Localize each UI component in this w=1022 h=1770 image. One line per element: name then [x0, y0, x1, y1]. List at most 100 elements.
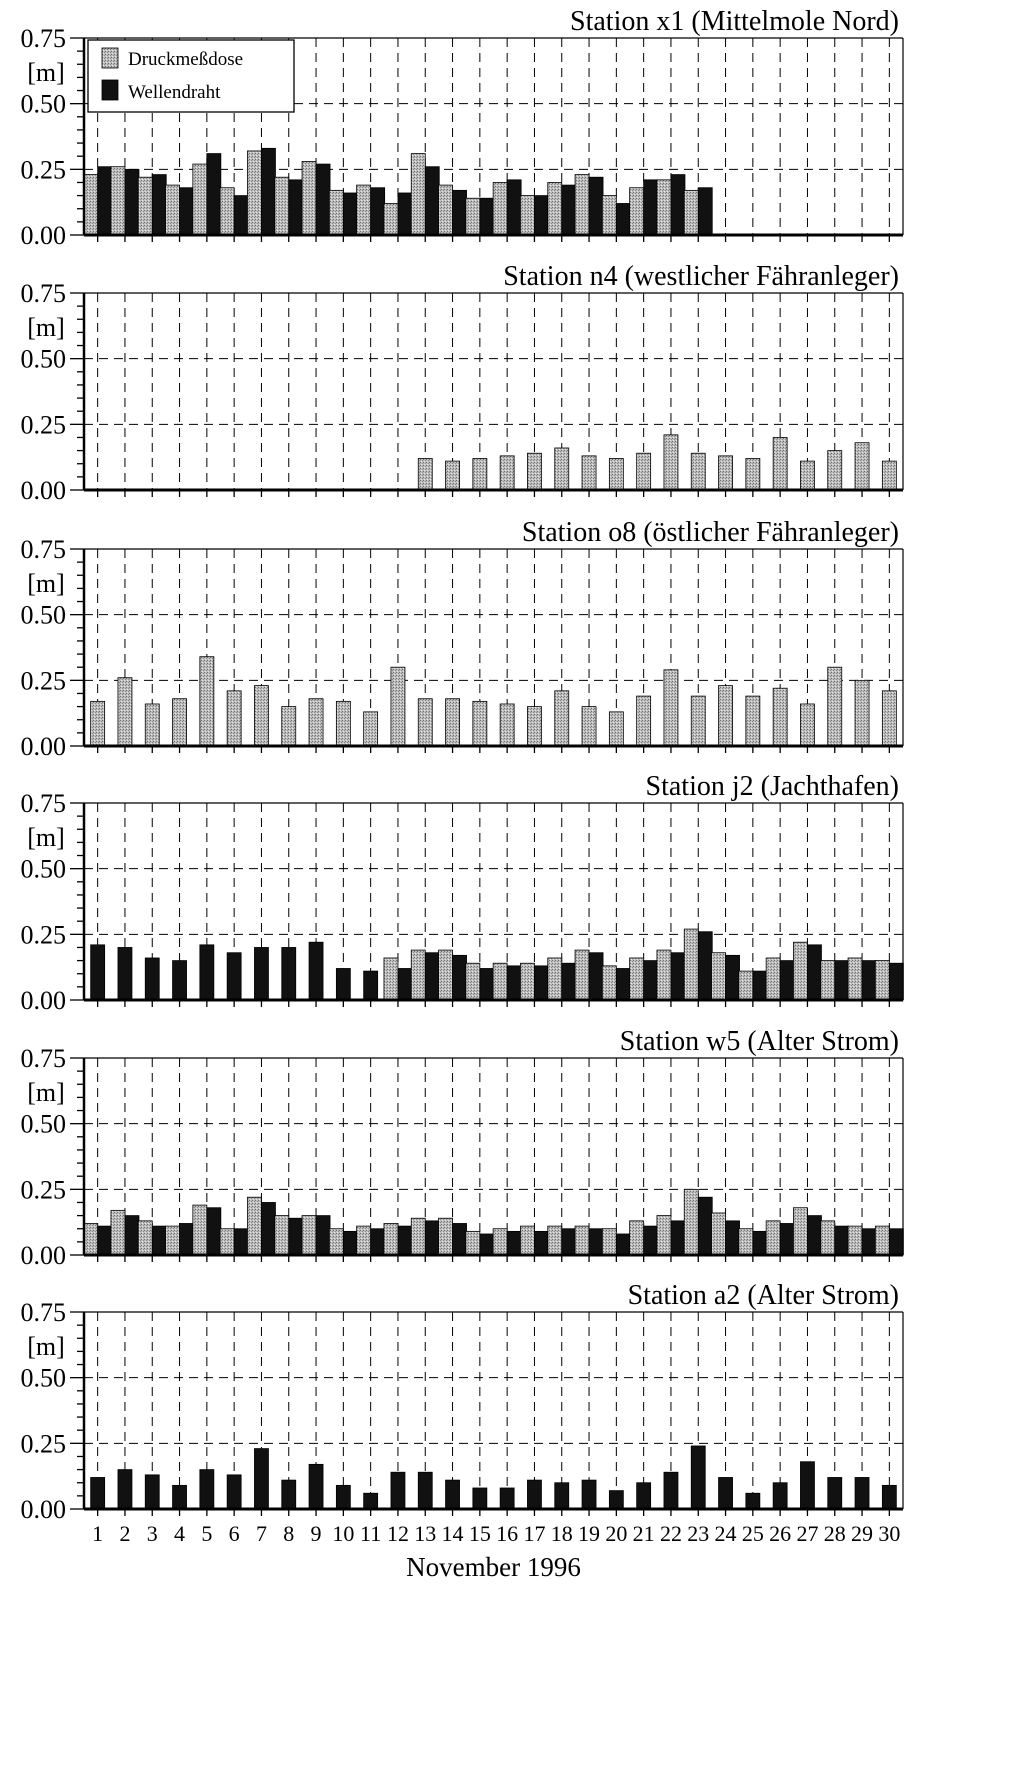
bar-wellendraht — [397, 968, 413, 1001]
x-tick-label: 4 — [174, 1521, 185, 1546]
bar-druckmessdose — [274, 1215, 290, 1256]
bar-wellendraht — [172, 1484, 187, 1510]
bar-wellendraht — [342, 192, 358, 236]
bar-wellendraht — [479, 1233, 495, 1256]
bar-druckmessdose — [656, 179, 672, 236]
x-tick-label: 24 — [715, 1521, 737, 1546]
y-tick-label: 0.50 — [21, 855, 67, 884]
bar-wellendraht — [281, 947, 297, 1001]
bar-wellendraht — [534, 965, 549, 1001]
x-tick-label: 7 — [256, 1521, 267, 1546]
bar-druckmessdose — [499, 455, 515, 491]
bar-druckmessdose — [137, 176, 153, 236]
bar-druckmessdose — [492, 962, 508, 1001]
bar-druckmessdose — [574, 1225, 590, 1256]
y-tick-label: 0.75 — [21, 535, 67, 564]
bar-druckmessdose — [820, 960, 836, 1001]
bar-druckmessdose — [328, 189, 344, 236]
x-tick-label: 23 — [687, 1521, 709, 1546]
bar-druckmessdose — [601, 1228, 617, 1256]
bar-wellendraht — [800, 1461, 815, 1510]
bar-druckmessdose — [847, 1225, 863, 1256]
bar-wellendraht — [315, 1215, 331, 1256]
bar-wellendraht — [670, 952, 686, 1001]
panel-4: 0.00 0.25 0.50 0.75 [m] Station j2 (Jachthafe… — [21, 771, 904, 1015]
bar-druckmessdose — [765, 957, 781, 1001]
bar-druckmessdose — [574, 949, 590, 1001]
panel-3: 0.00 0.25 0.50 0.75 [m] Station o8 (östlicher… — [21, 517, 904, 761]
bar-wellendraht — [561, 184, 577, 236]
bar-wellendraht — [588, 1228, 604, 1256]
bar-wellendraht — [534, 1230, 549, 1256]
bar-druckmessdose — [445, 698, 460, 747]
panel-title: Station w5 (Alter Strom) — [620, 1026, 899, 1057]
bar-wellendraht — [179, 1223, 194, 1256]
y-tick-label: 0.00 — [21, 986, 67, 1015]
bar-druckmessdose — [636, 695, 652, 747]
y-axis-unit: [m] — [27, 569, 65, 598]
bar-wellendraht — [117, 947, 133, 1001]
bar-wellendraht — [151, 1225, 167, 1256]
x-tick-label: 27 — [796, 1521, 818, 1546]
bar-druckmessdose — [554, 690, 570, 747]
bar-druckmessdose — [827, 666, 843, 747]
bar-druckmessdose — [492, 1228, 508, 1256]
y-axis-unit: [m] — [27, 823, 65, 852]
y-tick-label: 0.00 — [21, 476, 67, 505]
bar-wellendraht — [172, 960, 187, 1001]
bar-druckmessdose — [356, 184, 372, 236]
bar-wellendraht — [861, 1228, 877, 1256]
bar-druckmessdose — [192, 163, 208, 236]
bar-wellendraht — [636, 1482, 652, 1510]
bar-druckmessdose — [192, 1204, 208, 1256]
y-tick-label: 0.25 — [21, 1429, 67, 1458]
y-tick-label: 0.75 — [21, 1298, 67, 1327]
bar-druckmessdose — [636, 452, 652, 491]
bar-druckmessdose — [601, 195, 617, 236]
bar-druckmessdose — [711, 1212, 726, 1256]
bar-wellendraht — [308, 1463, 324, 1510]
y-tick-label: 0.00 — [21, 732, 67, 761]
x-tick-label: 13 — [414, 1521, 436, 1546]
x-tick-label: 17 — [523, 1521, 545, 1546]
x-tick-label: 25 — [742, 1521, 764, 1546]
bar-druckmessdose — [711, 952, 726, 1001]
bar-druckmessdose — [827, 450, 843, 491]
bar-druckmessdose — [738, 970, 754, 1001]
x-tick-label: 6 — [229, 1521, 240, 1546]
bar-druckmessdose — [301, 1215, 317, 1256]
y-tick-label: 0.00 — [21, 1241, 67, 1270]
bar-wellendraht — [335, 968, 351, 1001]
bar-wellendraht — [861, 960, 877, 1001]
bar-druckmessdose — [793, 1207, 808, 1256]
bar-druckmessdose — [629, 957, 645, 1001]
bar-wellendraht — [342, 1230, 358, 1256]
y-tick-label: 0.25 — [21, 410, 67, 439]
x-tick-label: 20 — [605, 1521, 627, 1546]
bar-wellendraht — [424, 166, 440, 236]
bar-wellendraht — [554, 1482, 570, 1510]
x-tick-label: 3 — [147, 1521, 158, 1546]
bar-wellendraht — [561, 962, 577, 1001]
bar-wellendraht — [233, 1228, 249, 1256]
panel-6: 0.00 0.25 0.50 0.75 [m] Station a2 (Alter Str… — [21, 1280, 904, 1524]
y-tick-label: 0.25 — [21, 666, 67, 695]
bar-wellendraht — [697, 931, 713, 1001]
bar-druckmessdose — [520, 195, 535, 236]
y-axis-unit: [m] — [27, 1078, 65, 1107]
bar-wellendraht — [452, 954, 467, 1001]
bar-druckmessdose — [472, 458, 488, 491]
bar-wellendraht — [888, 962, 904, 1001]
bar-druckmessdose — [438, 949, 453, 1001]
x-tick-label: 1 — [92, 1521, 103, 1546]
bar-wellendraht — [588, 176, 604, 236]
bar-druckmessdose — [683, 1188, 699, 1256]
panel-title: Station j2 (Jachthafen) — [646, 771, 899, 802]
bar-wellendraht — [397, 1225, 413, 1256]
y-tick-label: 0.25 — [21, 155, 67, 184]
bar-wellendraht — [807, 944, 822, 1001]
bar-wellendraht — [643, 1225, 659, 1256]
bar-druckmessdose — [308, 698, 324, 747]
bar-druckmessdose — [83, 174, 99, 236]
bar-druckmessdose — [390, 666, 406, 747]
